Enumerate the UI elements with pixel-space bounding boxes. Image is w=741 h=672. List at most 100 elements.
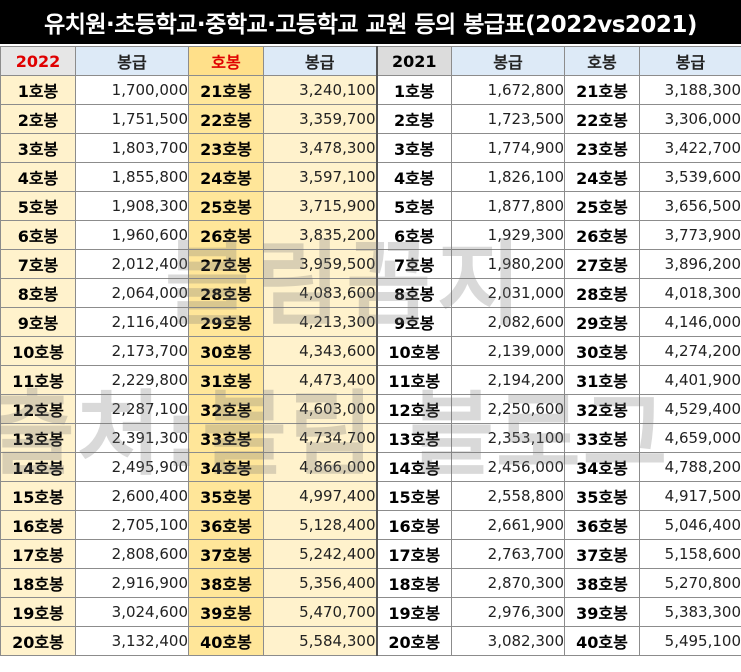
step-2021-cell: 17호봉 xyxy=(375,539,452,569)
step-2021-cell: 7호봉 xyxy=(375,249,452,279)
pay-2022-cell: 4,473,400 xyxy=(263,365,377,395)
step-2022-cell: 19호봉 xyxy=(0,597,76,627)
table-row: 7호봉 2,012,400 27호봉 3,959,500 7호봉 1,980,200 27호… xyxy=(0,249,741,279)
step-2021-cell: 14호봉 xyxy=(375,452,452,482)
pay-2021-cell: 4,788,200 xyxy=(639,452,741,482)
step-2021-cell: 6호봉 xyxy=(375,220,452,250)
pay-2021-cell: 1,826,100 xyxy=(451,162,565,192)
step-2021-cell: 29호봉 xyxy=(564,307,640,337)
step-2021-cell: 26호봉 xyxy=(564,220,640,250)
table-row: 12호봉 2,287,100 32호봉 4,603,000 12호봉 2,250,600 3… xyxy=(0,394,741,424)
pay-2022-cell: 3,715,900 xyxy=(263,191,377,221)
pay-2021-cell: 3,082,300 xyxy=(451,626,565,656)
pay-2022-cell: 2,229,800 xyxy=(75,365,189,395)
pay-2022-cell: 2,173,700 xyxy=(75,336,189,366)
pay-2021-cell: 2,139,000 xyxy=(451,336,565,366)
step-2022-cell: 25호봉 xyxy=(188,191,264,221)
pay-2021-cell: 2,031,000 xyxy=(451,278,565,308)
pay-2022-cell: 1,855,800 xyxy=(75,162,189,192)
step-2021-cell: 8호봉 xyxy=(375,278,452,308)
table-row: 4호봉 1,855,800 24호봉 3,597,100 4호봉 1,826,100 24호… xyxy=(0,162,741,192)
pay-2022-cell: 2,495,900 xyxy=(75,452,189,482)
table-row: 15호봉 2,600,400 35호봉 4,997,400 15호봉 2,558,800 3… xyxy=(0,481,741,511)
step-2022-cell: 17호봉 xyxy=(0,539,76,569)
pay-2022-cell: 2,808,600 xyxy=(75,539,189,569)
step-2021-cell: 18호봉 xyxy=(375,568,452,598)
step-2022-cell: 18호봉 xyxy=(0,568,76,598)
step-2022-cell: 1호봉 xyxy=(0,75,76,105)
salary-table: 2022 봉급 호봉 봉급 2021 봉급 호봉 봉급 1호봉 1,700,000… xyxy=(0,46,741,656)
step-2022-cell: 13호봉 xyxy=(0,423,76,453)
step-2021-cell: 1호봉 xyxy=(375,75,452,105)
table-row: 19호봉 3,024,600 39호봉 5,470,700 19호봉 2,976,300 3… xyxy=(0,597,741,627)
step-2022-cell: 22호봉 xyxy=(188,104,264,134)
step-2021-cell: 38호봉 xyxy=(564,568,640,598)
pay-2022-cell: 3,959,500 xyxy=(263,249,377,279)
step-2021-cell: 9호봉 xyxy=(375,307,452,337)
table-row: 1호봉 1,700,000 21호봉 3,240,100 1호봉 1,672,800 21호… xyxy=(0,75,741,105)
pay-2022-cell: 4,866,000 xyxy=(263,452,377,482)
step-2022-cell: 28호봉 xyxy=(188,278,264,308)
header-year-2022: 2022 xyxy=(0,46,76,76)
header-pay: 봉급 xyxy=(263,46,377,76)
pay-2021-cell: 1,723,500 xyxy=(451,104,565,134)
header-pay: 봉급 xyxy=(639,46,741,76)
pay-2022-cell: 4,997,400 xyxy=(263,481,377,511)
step-2022-cell: 38호봉 xyxy=(188,568,264,598)
pay-2022-cell: 3,132,400 xyxy=(75,626,189,656)
pay-2022-cell: 4,083,600 xyxy=(263,278,377,308)
step-2022-cell: 12호봉 xyxy=(0,394,76,424)
header-year-2021: 2021 xyxy=(375,46,452,76)
pay-2021-cell: 2,558,800 xyxy=(451,481,565,511)
step-2021-cell: 25호봉 xyxy=(564,191,640,221)
table-row: 8호봉 2,064,000 28호봉 4,083,600 8호봉 2,031,000 28호… xyxy=(0,278,741,308)
pay-2021-cell: 5,158,600 xyxy=(639,539,741,569)
table-row: 10호봉 2,173,700 30호봉 4,343,600 10호봉 2,139,000 3… xyxy=(0,336,741,366)
step-2021-cell: 27호봉 xyxy=(564,249,640,279)
pay-2021-cell: 1,980,200 xyxy=(451,249,565,279)
step-2022-cell: 21호봉 xyxy=(188,75,264,105)
pay-2021-cell: 2,976,300 xyxy=(451,597,565,627)
pay-2022-cell: 2,064,000 xyxy=(75,278,189,308)
pay-2021-cell: 5,383,300 xyxy=(639,597,741,627)
step-2021-cell: 21호봉 xyxy=(564,75,640,105)
pay-2022-cell: 1,700,000 xyxy=(75,75,189,105)
pay-2022-cell: 1,908,300 xyxy=(75,191,189,221)
pay-2022-cell: 1,960,600 xyxy=(75,220,189,250)
step-2021-cell: 36호봉 xyxy=(564,510,640,540)
step-2022-cell: 27호봉 xyxy=(188,249,264,279)
step-2022-cell: 10호봉 xyxy=(0,336,76,366)
step-2021-cell: 30호봉 xyxy=(564,336,640,366)
step-2021-cell: 33호봉 xyxy=(564,423,640,453)
pay-2022-cell: 3,240,100 xyxy=(263,75,377,105)
step-2021-cell: 23호봉 xyxy=(564,133,640,163)
pay-2022-cell: 5,128,400 xyxy=(263,510,377,540)
pay-2021-cell: 4,529,400 xyxy=(639,394,741,424)
step-2021-cell: 10호봉 xyxy=(375,336,452,366)
step-2022-cell: 11호봉 xyxy=(0,365,76,395)
pay-2021-cell: 1,774,900 xyxy=(451,133,565,163)
step-2022-cell: 8호봉 xyxy=(0,278,76,308)
table-row: 3호봉 1,803,700 23호봉 3,478,300 3호봉 1,774,900 23호… xyxy=(0,133,741,163)
pay-2022-cell: 2,600,400 xyxy=(75,481,189,511)
pay-2021-cell: 3,656,500 xyxy=(639,191,741,221)
step-2021-cell: 2호봉 xyxy=(375,104,452,134)
table-header-row: 2022 봉급 호봉 봉급 2021 봉급 호봉 봉급 xyxy=(0,46,741,76)
pay-2021-cell: 2,082,600 xyxy=(451,307,565,337)
pay-2022-cell: 4,734,700 xyxy=(263,423,377,453)
table-row: 18호봉 2,916,900 38호봉 5,356,400 18호봉 2,870,300 3… xyxy=(0,568,741,598)
table-row: 20호봉 3,132,400 40호봉 5,584,300 20호봉 3,082,300 4… xyxy=(0,626,741,656)
step-2022-cell: 30호봉 xyxy=(188,336,264,366)
pay-2021-cell: 4,659,000 xyxy=(639,423,741,453)
step-2021-cell: 15호봉 xyxy=(375,481,452,511)
table-row: 13호봉 2,391,300 33호봉 4,734,700 13호봉 2,353,100 3… xyxy=(0,423,741,453)
step-2022-cell: 32호봉 xyxy=(188,394,264,424)
header-step: 호봉 xyxy=(188,46,264,76)
step-2022-cell: 20호봉 xyxy=(0,626,76,656)
pay-2021-cell: 5,046,400 xyxy=(639,510,741,540)
table-row: 2호봉 1,751,500 22호봉 3,359,700 2호봉 1,723,500 22호… xyxy=(0,104,741,134)
header-pay: 봉급 xyxy=(75,46,189,76)
pay-2021-cell: 1,877,800 xyxy=(451,191,565,221)
pay-2021-cell: 3,422,700 xyxy=(639,133,741,163)
step-2022-cell: 29호봉 xyxy=(188,307,264,337)
